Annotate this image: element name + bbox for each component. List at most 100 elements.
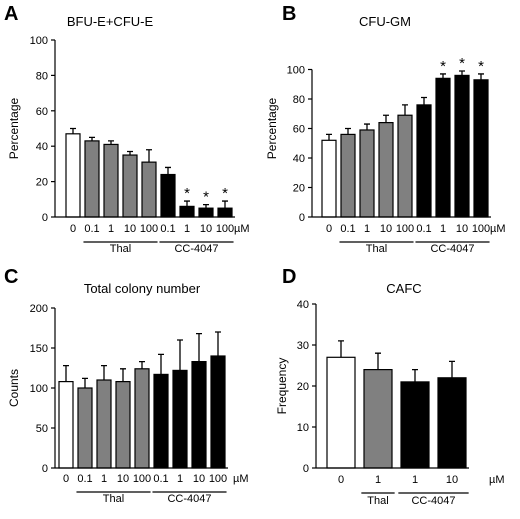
panel-d: D CAFC 0 10 20 30 40 Frequency 0 1 1 10 Thal CC-4047 µ… <box>275 266 505 507</box>
panel-b-xtick-label: 1 <box>440 223 446 235</box>
panel-b-bar <box>321 139 337 218</box>
panel-d-units-label: µM <box>489 474 505 486</box>
panel-d-ytick-label: 10 <box>297 422 309 434</box>
panel-b-error-bar <box>345 127 351 135</box>
panel-c-xtick-label: 0.1 <box>77 473 92 485</box>
panel-b-ytick-label: 0 <box>299 212 305 224</box>
panel-c-xtick-label: 1 <box>101 473 107 485</box>
panel-a-error-bar <box>222 200 228 209</box>
panel-a-xtick-label: 0.1 <box>84 223 99 235</box>
panel-c-bar <box>58 381 74 469</box>
panel-b-xtick-label: 100 <box>472 223 490 235</box>
panel-c-ytick-label: 100 <box>30 383 48 395</box>
panel-a-bar <box>198 207 214 218</box>
panel-b-bar <box>340 133 356 218</box>
panel-b-error-bar <box>459 70 465 76</box>
panel-b-error-bar <box>326 133 332 141</box>
panel-a-bar <box>122 154 138 218</box>
panel-d-ytick-label: 30 <box>297 340 309 352</box>
panel-b-error-bar <box>478 73 484 80</box>
panel-c-error-bar <box>139 360 145 369</box>
panel-a-error-bar <box>165 166 171 175</box>
panel-b-xtick-label: 10 <box>456 223 468 235</box>
panel-c-bar <box>172 369 188 469</box>
panel-a-error-bar <box>70 127 76 134</box>
panel-b-ytick-label: 40 <box>293 153 305 165</box>
panel-d-xtick-label: 1 <box>375 474 381 486</box>
panel-c-bar <box>191 361 207 469</box>
panel-a-xtick-label: 0.1 <box>160 223 175 235</box>
panel-a-significance-star: * <box>184 185 190 202</box>
panel-c-error-bar <box>120 368 126 382</box>
panel-d-error-bar <box>449 360 455 378</box>
panel-c-error-bar <box>82 377 88 388</box>
panel-b-significance-star: * <box>478 58 484 75</box>
panel-b-significance-star: * <box>440 58 446 75</box>
panel-b-error-bar <box>402 104 408 116</box>
panel-b-xtick-label: 0 <box>326 223 332 235</box>
panel-d-xtick-label: 1 <box>412 474 418 486</box>
panel-c-xtick-label: 10 <box>193 473 205 485</box>
panel-b-ytick-label: 80 <box>293 94 305 106</box>
panel-c-units-label: µM <box>233 473 249 485</box>
panel-a-error-bar <box>108 140 114 145</box>
panel-a-bar <box>65 133 81 218</box>
panel-b-bar <box>454 74 470 218</box>
panel-d-ytick-label: 0 <box>303 463 309 475</box>
panel-a-bar <box>160 173 176 218</box>
panel-b-letter: B <box>282 3 296 25</box>
panel-b-xtick-label: 0.1 <box>340 223 355 235</box>
panel-d-ytick-label: 40 <box>297 299 309 311</box>
panel-b-group-label: CC-4047 <box>430 243 474 255</box>
panel-d-error-bar <box>412 368 418 382</box>
panel-d-group-label: CC-4047 <box>411 495 455 507</box>
panel-a-group-label: Thal <box>110 243 131 255</box>
panel-a-bar <box>84 140 100 218</box>
panel-c-xtick-label: 1 <box>177 473 183 485</box>
panel-a-bar <box>217 207 233 218</box>
panel-c-ytick-label: 50 <box>36 423 48 435</box>
panel-b-title: CFU-GM <box>359 14 411 29</box>
panel-c-error-bar <box>177 339 183 371</box>
panel-a-xtick-label: 0 <box>70 223 76 235</box>
panel-b-error-bar <box>421 96 427 105</box>
panel-a-ytick-label: 80 <box>36 70 48 82</box>
panel-b-bar <box>435 77 451 218</box>
panel-a-ytick-label: 100 <box>30 35 48 47</box>
panel-c-xtick-label: 10 <box>117 473 129 485</box>
panel-b-xtick-label: 1 <box>364 223 370 235</box>
panel-d-ytick-label: 20 <box>297 381 309 393</box>
panel-a-significance-star: * <box>222 185 228 202</box>
panel-b-bar <box>397 114 413 218</box>
panel-b-error-bar <box>364 123 370 130</box>
panel-a-ytick-label: 20 <box>36 177 48 189</box>
panel-a-xtick-label: 10 <box>200 223 212 235</box>
panel-b-error-bar <box>440 73 446 79</box>
panel-a-error-bar <box>203 203 209 209</box>
panel-a-error-bar <box>184 200 190 207</box>
panel-a-group-label: CC-4047 <box>174 243 218 255</box>
panel-c-group-label: CC-4047 <box>167 493 211 505</box>
panel-c-ylabel: Counts <box>7 369 21 407</box>
panel-a-letter: A <box>4 3 18 25</box>
panel-a-ylabel: Percentage <box>7 97 21 159</box>
panel-a-xtick-label: 100 <box>140 223 158 235</box>
panel-b-error-bar <box>383 114 389 123</box>
panel-d-bar <box>326 356 356 469</box>
panel-a-xtick-label: 1 <box>184 223 190 235</box>
panel-a-error-bar <box>89 136 95 141</box>
panel-b-bar <box>378 121 394 218</box>
panel-a-xtick-label: 10 <box>124 223 136 235</box>
panel-b-xtick-label: 0.1 <box>416 223 431 235</box>
panel-b-ytick-label: 20 <box>293 183 305 195</box>
panel-a-units-label: µM <box>234 223 250 235</box>
panel-b-ylabel: Percentage <box>265 97 279 159</box>
panel-d-xtick-label: 10 <box>446 474 458 486</box>
panel-c-group-label: Thal <box>103 493 124 505</box>
panel-c-error-bar <box>63 364 69 382</box>
panel-b-significance-star: * <box>459 55 465 72</box>
panel-c-error-bar <box>196 332 202 362</box>
panel-c-ytick-label: 150 <box>30 343 48 355</box>
